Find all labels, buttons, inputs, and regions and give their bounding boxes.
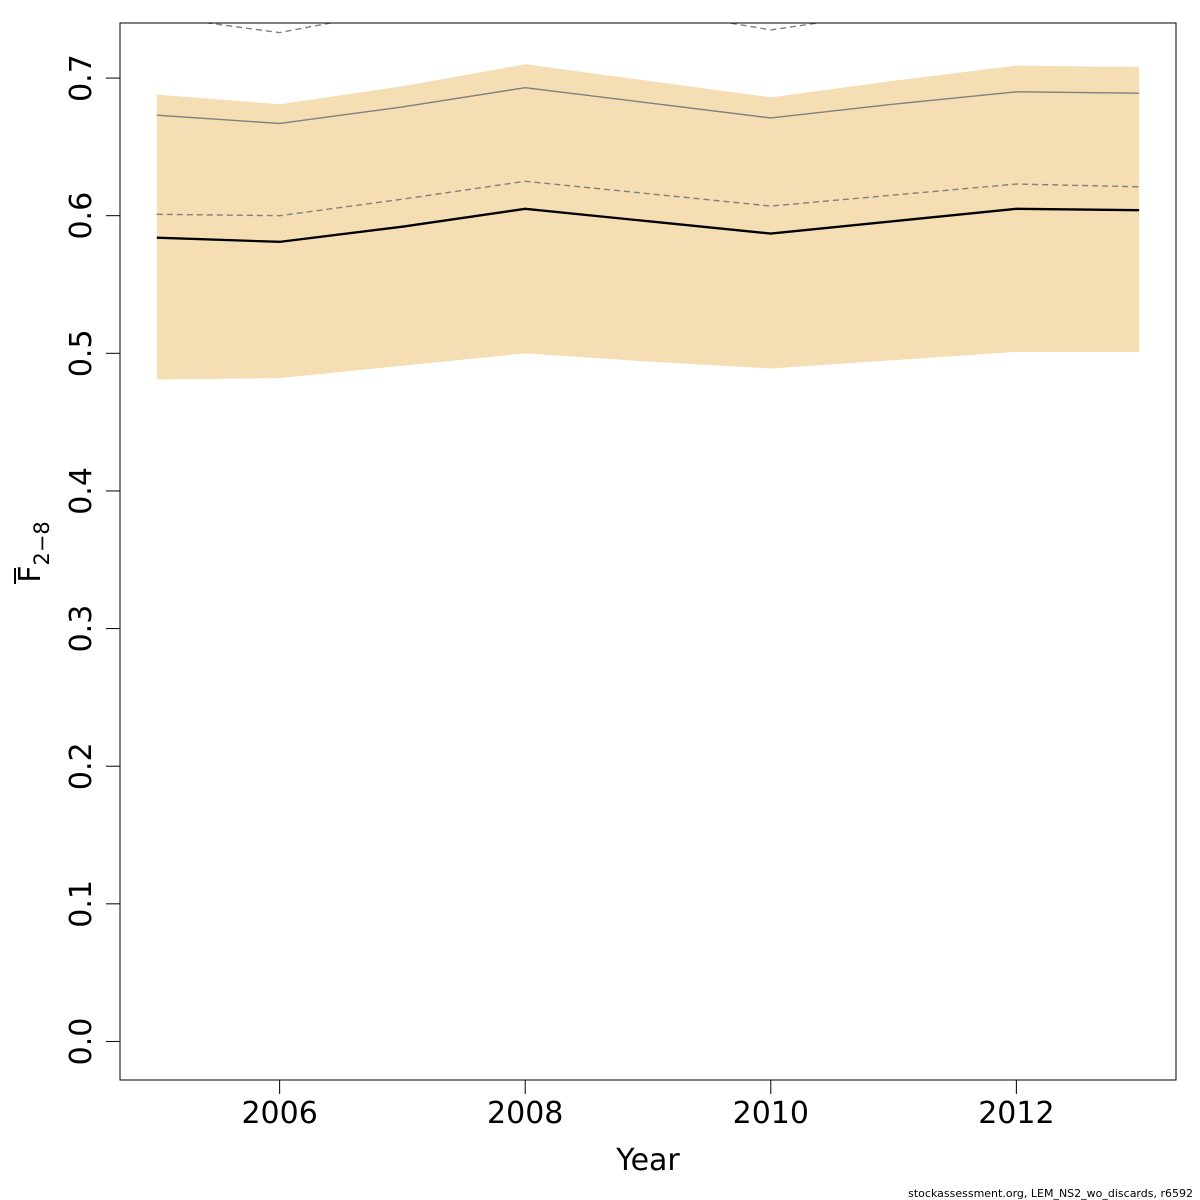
- y-tick-label: 0.7: [64, 54, 99, 102]
- x-tick-label: 2012: [978, 1096, 1054, 1131]
- y-tick-label: 0.4: [64, 467, 99, 515]
- y-axis-title: F2−8: [13, 521, 54, 584]
- reference-solid-line: [156, 86, 1140, 125]
- x-tick-label: 2010: [733, 1096, 809, 1131]
- y-tick-label: 0.3: [64, 605, 99, 653]
- y-tick-label: 0.6: [64, 192, 99, 240]
- estimate-line: [156, 207, 1140, 243]
- plot-area: [156, 23, 1140, 380]
- upper-reference-dashed-line: [202, 23, 823, 34]
- y-tick-label: 0.0: [64, 1018, 99, 1066]
- y-tick-label: 0.1: [64, 880, 99, 928]
- x-axis-title: Year: [615, 1143, 680, 1178]
- y-axis-title-subscript: 2−8: [30, 521, 54, 565]
- y-axis-title-main: F: [13, 566, 48, 583]
- footer-credit: stockassessment.org, LEM_NS2_wo_discards…: [908, 1187, 1193, 1200]
- y-tick-label: 0.2: [64, 742, 99, 790]
- svg-text:F2−8: F2−8: [13, 521, 54, 583]
- reference-dashed-line: [156, 180, 1140, 217]
- x-tick-label: 2006: [241, 1096, 317, 1131]
- axes: 0.0 0.1 0.2 0.3 0.4 0.5 0.6 0.7 2006 2008 2010 2012: [64, 54, 1055, 1131]
- x-tick-label: 2008: [487, 1096, 563, 1131]
- y-tick-label: 0.5: [64, 329, 99, 377]
- plot-frame: [119, 22, 1177, 1081]
